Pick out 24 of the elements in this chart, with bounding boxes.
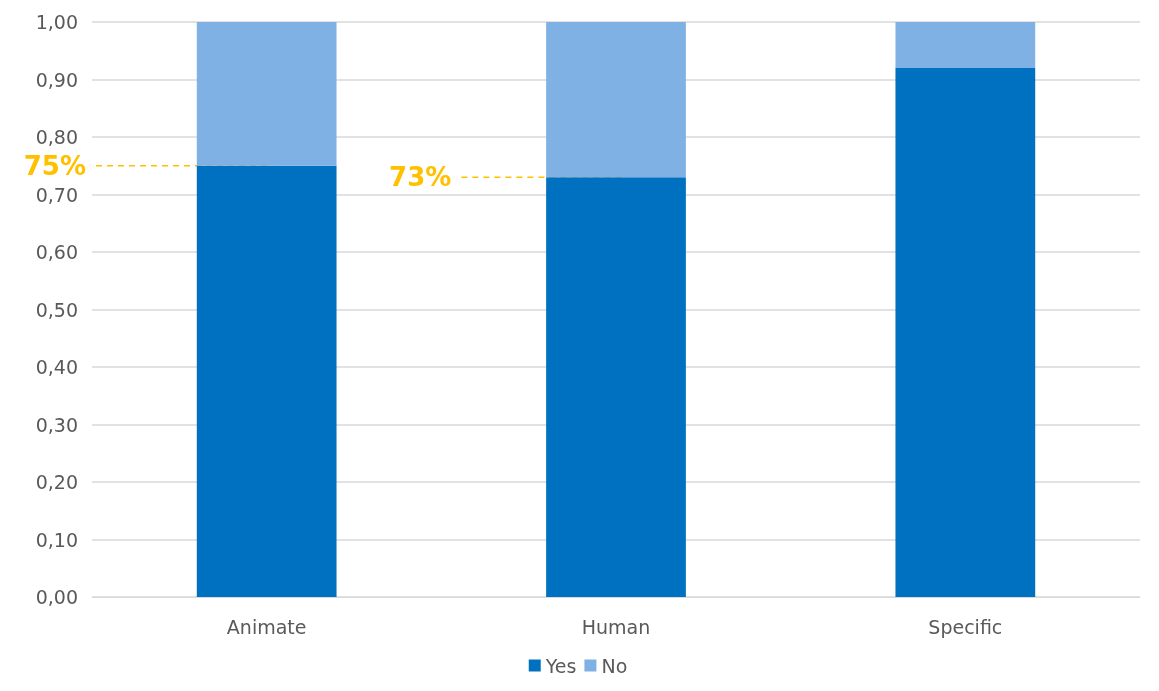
y-tick-label: 0,40 — [35, 356, 78, 378]
y-tick-label: 0,90 — [35, 68, 78, 91]
y-tick-label: 1,00 — [35, 11, 78, 33]
y-tick-label: 0,70 — [35, 183, 78, 206]
bar — [546, 177, 686, 597]
annotation: 75% — [23, 150, 86, 181]
bar — [895, 68, 1036, 597]
x-tick-label: Human — [581, 615, 651, 638]
y-tick-label: 0,10 — [35, 528, 78, 551]
legend-label: Yes — [544, 654, 577, 677]
bar — [196, 22, 337, 166]
y-tick-label: 0,60 — [35, 241, 78, 263]
y-tick-label: 0,00 — [35, 586, 78, 608]
y-tick-label: 0,20 — [35, 471, 78, 493]
bar — [196, 165, 337, 597]
x-tick-label: Animate — [226, 615, 307, 638]
y-tick-label: 0,80 — [35, 126, 78, 148]
y-tick-label: 0,30 — [35, 413, 78, 436]
y-tick-label: 0,50 — [35, 298, 78, 321]
bar — [895, 22, 1036, 68]
x-tick-label: Specific — [928, 615, 1003, 638]
annotation: 73% — [389, 162, 452, 193]
bar — [546, 22, 686, 178]
legend-label: No — [601, 654, 628, 677]
